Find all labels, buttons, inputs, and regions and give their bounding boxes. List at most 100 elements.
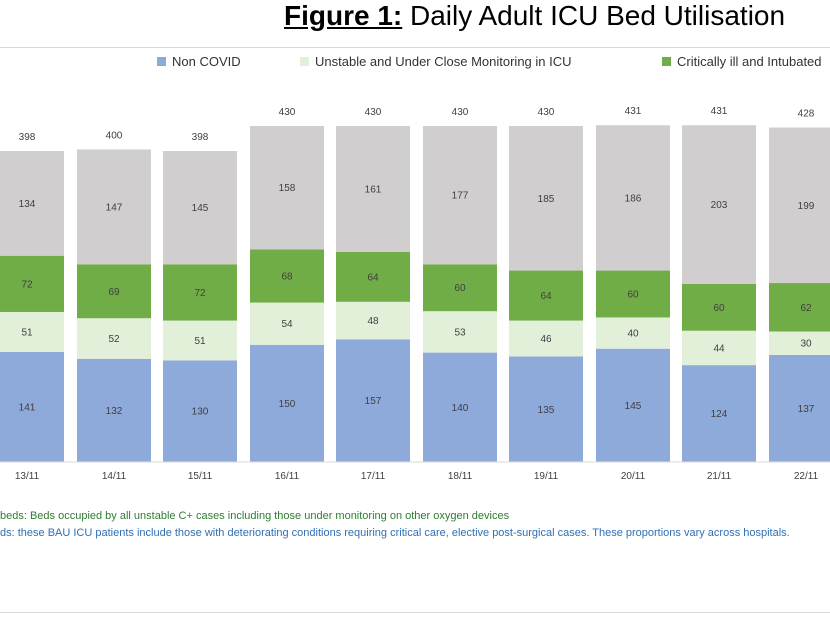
bar-segment-critical: [596, 270, 670, 318]
data-label-non-covid: 130: [192, 407, 209, 418]
data-label-non-covid: 132: [106, 406, 123, 417]
total-label: 431: [625, 106, 642, 117]
data-label-unstable: 48: [367, 316, 379, 327]
bar-segment-other: [77, 149, 151, 265]
data-label-non-covid: 150: [279, 399, 296, 410]
data-label-non-covid: 157: [365, 396, 382, 407]
total-label: 430: [452, 107, 469, 118]
legend: Non COVID Unstable and Under Close Monit…: [0, 54, 830, 72]
bar-segment-non-covid: [596, 348, 670, 462]
data-label-other: 145: [192, 203, 209, 214]
bar-segment-non-covid: [0, 351, 64, 462]
chart-frame: [0, 47, 830, 613]
figure-title-text: Daily Adult ICU Bed Utilisation: [402, 0, 786, 31]
bar-segment-non-covid: [423, 352, 497, 462]
bar-segment-unstable: [769, 331, 830, 355]
legend-label-critical: Critically ill and Intubated: [677, 54, 822, 69]
legend-label-non-covid: Non COVID: [172, 54, 241, 69]
x-tick-label: 20/11: [621, 471, 646, 482]
bar-segment-non-covid: [250, 344, 324, 462]
bar-segment-other: [336, 125, 410, 252]
data-label-other: 186: [625, 193, 642, 204]
x-tick-label: 19/11: [534, 471, 559, 482]
data-label-other: 177: [452, 191, 469, 202]
x-tick-label: 22/11: [794, 471, 819, 482]
bar-segment-non-covid: [77, 358, 151, 462]
bar-segment-critical: [769, 283, 830, 332]
data-label-critical: 60: [454, 283, 466, 294]
total-label: 430: [538, 107, 555, 118]
data-label-non-covid: 124: [711, 409, 728, 420]
bar-segment-unstable: [163, 320, 237, 361]
total-label: 431: [711, 106, 728, 117]
data-label-critical: 64: [540, 291, 552, 302]
data-label-unstable: 44: [713, 343, 725, 354]
data-label-unstable: 52: [108, 334, 120, 345]
data-label-other: 161: [365, 184, 382, 195]
bar-segment-critical: [336, 251, 410, 302]
x-tick-label: 15/11: [188, 471, 213, 482]
data-label-other: 134: [19, 199, 36, 210]
bar-segment-critical: [0, 255, 64, 312]
data-label-other: 185: [538, 194, 555, 205]
data-label-unstable: 30: [800, 339, 812, 350]
data-label-critical: 69: [108, 287, 120, 298]
bar-segment-non-covid: [509, 356, 583, 462]
data-label-unstable: 53: [454, 327, 466, 338]
bar-segment-critical: [423, 264, 497, 312]
bar-segment-non-covid: [336, 339, 410, 462]
data-label-unstable: 46: [540, 334, 552, 345]
bar-segment-other: [769, 127, 830, 284]
footnote-bau: ds: these BAU ICU patients include those…: [0, 527, 790, 539]
bar-segment-unstable: [250, 302, 324, 345]
legend-item-critical: Critically ill and Intubated: [662, 54, 822, 69]
total-label: 400: [106, 130, 123, 141]
bar-segment-unstable: [77, 318, 151, 359]
data-label-other: 147: [106, 202, 123, 213]
data-label-non-covid: 135: [538, 405, 555, 416]
x-tick-label: 21/11: [707, 471, 732, 482]
x-tick-label: 14/11: [102, 471, 127, 482]
figure-number: Figure 1:: [284, 0, 403, 31]
data-label-non-covid: 145: [625, 401, 642, 412]
bar-segment-critical: [250, 249, 324, 303]
data-label-non-covid: 137: [798, 404, 815, 415]
x-tick-label: 17/11: [361, 471, 386, 482]
footnote-unstable: beds: Beds occupied by all unstable C+ c…: [0, 510, 510, 522]
bar-segment-unstable: [596, 317, 670, 349]
bar-segment-other: [250, 125, 324, 250]
x-tick-label: 16/11: [275, 471, 300, 482]
data-label-unstable: 51: [21, 327, 33, 338]
x-tick-label: 13/11: [15, 471, 40, 482]
data-label-unstable: 51: [194, 336, 206, 347]
data-label-critical: 62: [800, 303, 812, 314]
bar-segment-critical: [77, 264, 151, 319]
x-tick-label: 18/11: [448, 471, 473, 482]
legend-label-unstable: Unstable and Under Close Monitoring in I…: [315, 54, 572, 69]
bar-segment-unstable: [682, 330, 756, 366]
bar-segment-non-covid: [682, 365, 756, 462]
bar-segment-critical: [682, 283, 756, 331]
bar-segment-other: [596, 125, 670, 271]
bar-segment-unstable: [0, 311, 64, 352]
total-label: 428: [798, 109, 815, 120]
legend-item-non-covid: Non COVID: [157, 54, 241, 69]
total-label: 430: [279, 107, 296, 118]
legend-swatch-critical: [662, 57, 671, 66]
total-label: 398: [19, 132, 36, 143]
total-label: 398: [192, 132, 209, 143]
data-label-unstable: 54: [281, 319, 293, 330]
bar-segment-other: [509, 125, 583, 271]
data-label-other: 199: [798, 201, 815, 212]
bar-segment-unstable: [336, 301, 410, 340]
bar-segment-non-covid: [163, 360, 237, 462]
data-label-critical: 72: [21, 279, 33, 290]
data-label-critical: 72: [194, 288, 206, 299]
data-label-non-covid: 141: [19, 402, 36, 413]
total-label: 430: [365, 107, 382, 118]
data-label-unstable: 40: [627, 329, 639, 340]
bar-segment-critical: [509, 270, 583, 321]
data-label-other: 203: [711, 200, 728, 211]
bar-segment-other: [0, 151, 64, 256]
bar-segment-other: [682, 125, 756, 284]
